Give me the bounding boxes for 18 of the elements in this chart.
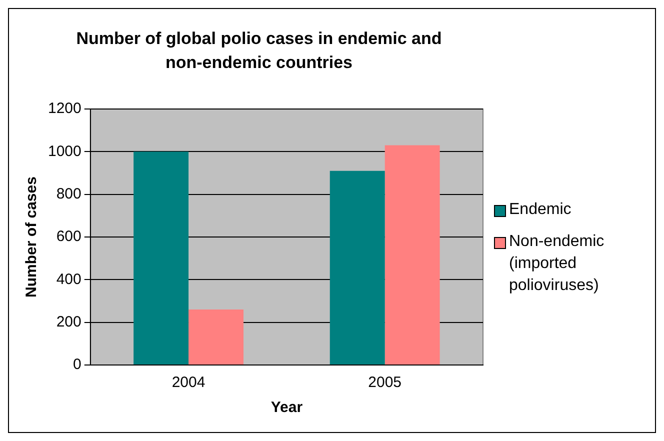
x-axis-title: Year — [270, 399, 303, 416]
x-tick-label: 2004 — [172, 374, 206, 392]
x-tick-label: 2005 — [368, 374, 402, 392]
y-tick-label: 800 — [56, 185, 82, 202]
y-tick-label: 1200 — [48, 100, 82, 118]
y-tick-label: 400 — [56, 270, 82, 288]
bar — [188, 310, 244, 364]
y-tick-label: 600 — [56, 228, 82, 246]
bar — [330, 170, 385, 364]
legend-label: Non-endemic (imported polioviruses) — [509, 232, 606, 296]
legend-label: Endemic — [509, 200, 572, 220]
y-axis-title: Number of cases — [23, 176, 40, 298]
y-tick-label: 0 — [73, 356, 82, 374]
y-tick-label: 200 — [56, 313, 82, 330]
chart-title: Number of global polio cases in endemic and non-endemic countries — [75, 28, 443, 74]
y-tick-label: 1000 — [48, 142, 82, 160]
bar — [384, 145, 440, 364]
bar — [134, 152, 189, 364]
